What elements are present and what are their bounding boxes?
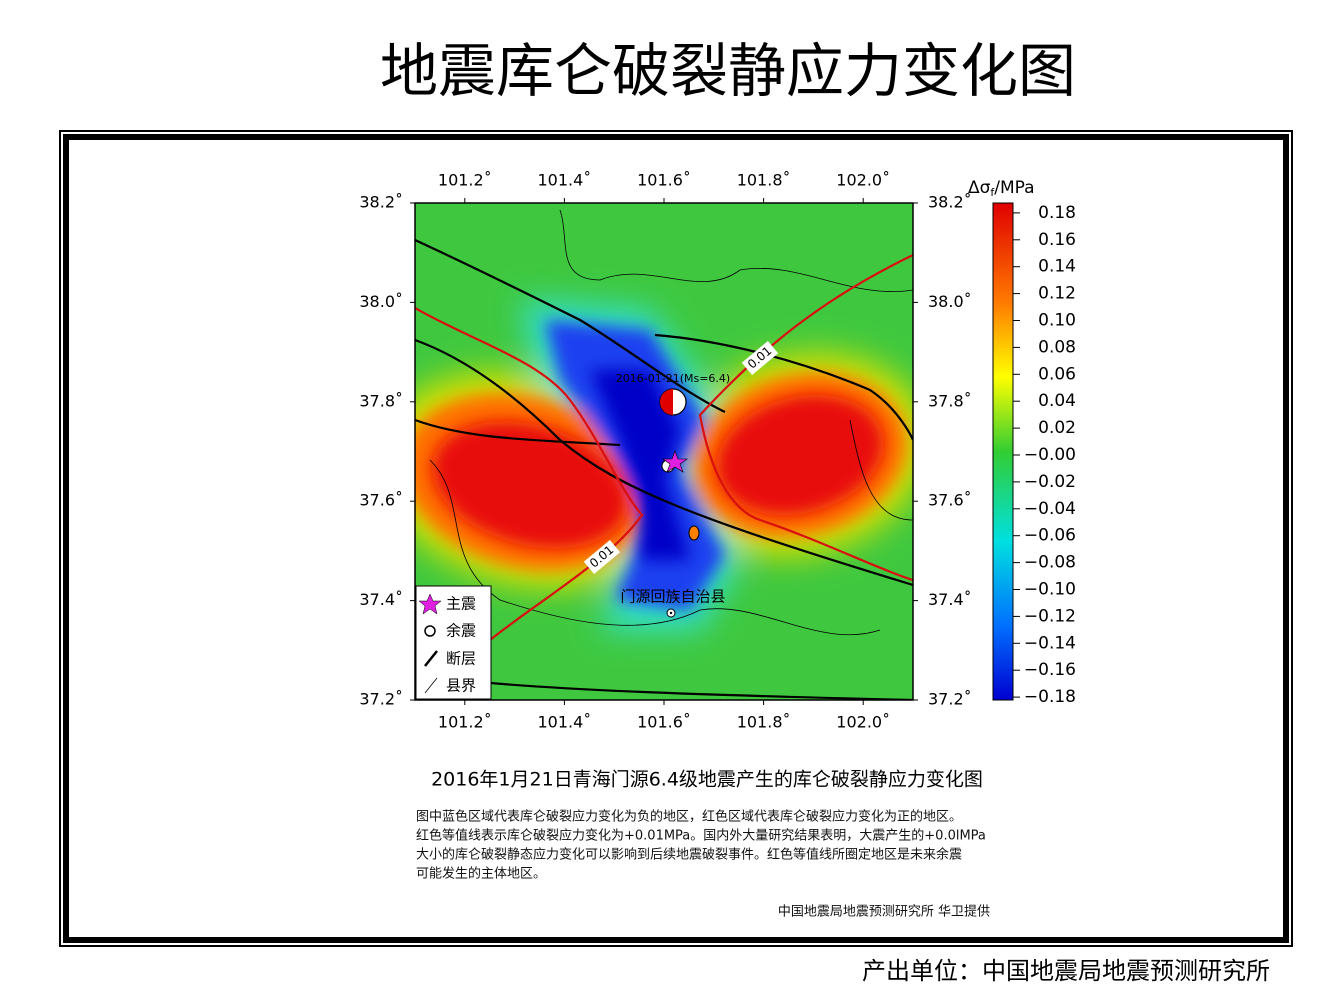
legend-label: 县界	[446, 677, 476, 695]
colorbar-title-main: Δσ	[968, 178, 991, 198]
colorbar-tick-label: 0.14	[1038, 257, 1076, 277]
lat-tick-label: 38.2˚	[359, 193, 403, 212]
frame-outer	[59, 130, 1293, 947]
caption-line: 红色等值线表示库仑破裂应力变化为+0.01MPa。国内外大量研究结果表明，大震产…	[416, 828, 986, 844]
lon-tick-label: 101.2˚	[438, 713, 492, 732]
lat-tick-label: 38.0˚	[359, 292, 403, 311]
footer: 产出单位：中国地震局地震预测研究所	[862, 957, 1270, 985]
colorbar-tick-label: −0.16	[1024, 660, 1076, 680]
colorbar-title-sub: f	[990, 186, 995, 199]
lat-tick-label: 37.2˚	[359, 690, 403, 709]
lat-tick-label: 37.2˚	[928, 690, 972, 709]
colorbar-tick-label: −0.08	[1024, 553, 1076, 573]
lon-tick-label: 101.8˚	[737, 713, 791, 732]
legend-label: 主震	[446, 595, 476, 613]
colorbar-tick-label: −0.04	[1024, 499, 1076, 519]
colorbar-tick-label: 0.12	[1038, 284, 1076, 304]
credit: 中国地震局地震预测研究所 华卫提供	[778, 904, 990, 920]
lon-tick-label: 101.2˚	[438, 171, 492, 190]
event-label: 2016-01-21(Ms=6.4)	[616, 372, 730, 385]
caption-line: 图中蓝色区域代表库仑破裂应力变化为负的地区，红色区域代表库仑破裂应力变化为正的地…	[416, 809, 962, 825]
colorbar-tick-label: −0.00	[1024, 445, 1076, 465]
lat-tick-label: 37.6˚	[928, 491, 972, 510]
legend: 主震 余震 断层 县界	[415, 585, 492, 700]
lon-tick-label: 101.6˚	[637, 171, 691, 190]
lat-tick-label: 38.0˚	[928, 292, 972, 311]
colorbar-tick-label: 0.02	[1038, 418, 1076, 438]
colorbar-tick-label: −0.10	[1024, 580, 1076, 600]
lat-tick-label: 37.8˚	[359, 391, 403, 410]
frame-inner	[63, 134, 1289, 943]
stress-map	[415, 203, 913, 700]
legend-label: 余震	[446, 622, 476, 640]
county-label: 门源回族自治县	[620, 588, 725, 606]
lon-tick-label: 101.8˚	[737, 171, 791, 190]
colorbar-tick-label: 0.16	[1038, 230, 1076, 250]
title: 地震库仑破裂静应力变化图	[380, 37, 1076, 105]
colorbar-tick-label: −0.14	[1024, 633, 1076, 653]
lat-tick-label: 37.6˚	[359, 491, 403, 510]
colorbar-tick-label: −0.12	[1024, 606, 1076, 626]
lat-tick-label: 37.8˚	[928, 391, 972, 410]
colorbar-tick-label: −0.02	[1024, 472, 1076, 492]
colorbar-tick-label: 0.10	[1038, 311, 1076, 331]
colorbar-tick-label: −0.06	[1024, 526, 1076, 546]
colorbar-tick-label: −0.18	[1024, 687, 1076, 707]
colorbar-title-unit: /MPa	[994, 178, 1034, 198]
colorbar-tick-label: 0.04	[1038, 391, 1076, 411]
lon-tick-label: 101.6˚	[637, 713, 691, 732]
colorbar	[992, 202, 1014, 701]
colorbar-title: Δσf/MPa	[968, 178, 1035, 199]
colorbar-tick-label: 0.08	[1038, 337, 1076, 357]
colorbar-tick-label: 0.06	[1038, 364, 1076, 384]
lon-tick-label: 102.0˚	[836, 171, 890, 190]
lat-tick-label: 37.4˚	[928, 590, 972, 609]
lat-tick-label: 38.2˚	[928, 193, 972, 212]
caption-line: 可能发生的主体地区。	[416, 866, 546, 882]
lon-tick-label: 101.4˚	[537, 171, 591, 190]
lon-tick-label: 102.0˚	[836, 713, 890, 732]
caption-title: 2016年1月21日青海门源6.4级地震产生的库仑破裂静应力变化图	[431, 769, 983, 791]
colorbar-tick-label: 0.18	[1038, 203, 1076, 223]
legend-label: 断层	[446, 650, 476, 668]
lat-tick-label: 37.4˚	[359, 590, 403, 609]
caption-line: 大小的库仑破裂静态应力变化可以影响到后续地震破裂事件。红色等值线所圈定地区是未来…	[416, 847, 962, 863]
lon-tick-label: 101.4˚	[537, 713, 591, 732]
